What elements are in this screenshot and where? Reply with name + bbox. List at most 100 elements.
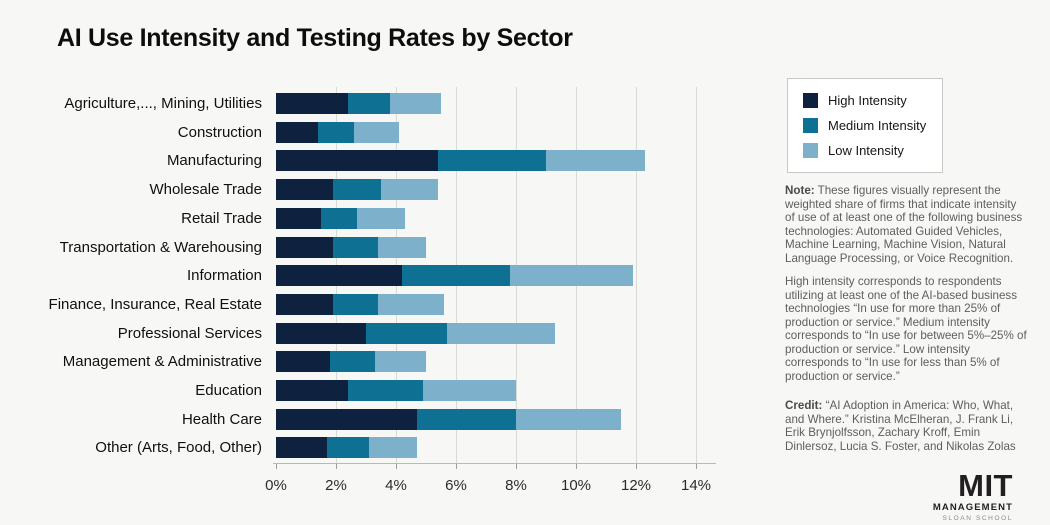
bar-segment-medium xyxy=(348,380,423,401)
bar-segment-high xyxy=(276,150,438,172)
bar-row xyxy=(276,293,444,315)
bar-segment-medium xyxy=(417,408,516,430)
credit-paragraph: Credit: “AI Adoption in America: Who, Wh… xyxy=(785,399,1016,453)
bar-row xyxy=(276,408,621,430)
note-paragraph-2: High intensity corresponds to respondent… xyxy=(785,275,1027,383)
bar-row xyxy=(276,179,438,201)
bar-segment-low xyxy=(375,351,426,373)
bar-row xyxy=(276,351,426,373)
category-label: Transportation & Warehousing xyxy=(59,238,262,256)
bar-segment-low xyxy=(378,293,444,315)
category-label: Information xyxy=(186,267,262,285)
bar-segment-high xyxy=(276,207,321,229)
legend-item: High Intensity xyxy=(803,93,932,108)
bar-segment-medium xyxy=(333,293,378,315)
bar-row xyxy=(276,236,426,258)
x-tick-label: 10% xyxy=(560,477,592,494)
x-tick-label: 12% xyxy=(620,477,652,494)
gridline xyxy=(636,87,637,463)
x-axis-tick xyxy=(396,464,397,469)
category-label: Manufacturing xyxy=(166,152,262,170)
legend-item-label: High Intensity xyxy=(828,93,907,108)
bar-segment-medium xyxy=(402,265,510,287)
bar-row xyxy=(276,150,645,172)
bar-segment-medium xyxy=(333,236,378,258)
bar-segment-low xyxy=(354,121,399,143)
credit-label: Credit: xyxy=(785,399,823,412)
logo-sloan-school-text: SLOAN SCHOOL xyxy=(942,514,1013,522)
bar-segment-high xyxy=(276,265,402,287)
gridline xyxy=(696,87,697,463)
x-axis-tick xyxy=(636,464,637,469)
x-axis: 0% 2% 4% 6% 8% 10% 12% 14% xyxy=(265,463,716,503)
bar-segment-medium xyxy=(327,437,369,459)
category-label: Finance, Insurance, Real Estate xyxy=(48,295,262,313)
category-label: Retail Trade xyxy=(181,209,262,227)
x-tick-label: 0% xyxy=(265,477,287,494)
legend-item: Medium Intensity xyxy=(803,118,932,133)
bar-segment-low xyxy=(546,150,645,172)
legend-swatch xyxy=(803,143,818,158)
x-axis-tick xyxy=(456,464,457,469)
bar-segment-low xyxy=(447,322,555,344)
category-label: Professional Services xyxy=(117,324,262,342)
bar-segment-low xyxy=(390,93,441,114)
bar-segment-high xyxy=(276,351,330,373)
x-axis-line xyxy=(273,463,716,464)
bar-segment-medium xyxy=(438,150,546,172)
bar-row xyxy=(276,265,633,287)
legend-items: High Intensity Medium Intensity Low Intens… xyxy=(803,93,932,158)
bar-segment-high xyxy=(276,179,333,201)
bar-segment-medium xyxy=(321,207,357,229)
bar-segment-medium xyxy=(333,179,381,201)
bar-segment-low xyxy=(357,207,405,229)
category-label: Other (Arts, Food, Other) xyxy=(95,439,262,457)
note-paragraph-1: Note: These figures visually represent t… xyxy=(785,184,1023,265)
bar-segment-high xyxy=(276,93,348,114)
logo-management-text: MANAGEMENT xyxy=(932,502,1013,513)
bar-segment-medium xyxy=(366,322,447,344)
bar-segment-low xyxy=(381,179,438,201)
bar-segment-low xyxy=(516,408,621,430)
bar-segment-low xyxy=(369,437,417,459)
legend: High Intensity Medium Intensity Low Intens… xyxy=(787,78,943,173)
x-axis-tick xyxy=(276,464,277,469)
x-axis-tick xyxy=(576,464,577,469)
category-label: Construction xyxy=(177,123,262,141)
bar-segment-high xyxy=(276,408,417,430)
x-axis-tick xyxy=(336,464,337,469)
legend-swatch xyxy=(803,118,818,133)
legend-item: Low Intensity xyxy=(803,143,932,158)
legend-swatch xyxy=(803,93,818,108)
notes-panel: Note: These figures visually represent t… xyxy=(785,184,1027,463)
bar-segment-high xyxy=(276,121,318,143)
logo-mit-wordmark: MIT xyxy=(958,468,1013,503)
legend-item-label: Low Intensity xyxy=(828,143,904,158)
bar-segment-high xyxy=(276,380,348,401)
category-label: Health Care xyxy=(181,410,262,428)
x-tick-label: 14% xyxy=(680,477,712,494)
category-labels: Agriculture,..., Mining, Utilities Constr… xyxy=(30,87,262,463)
category-label: Agriculture,..., Mining, Utilities xyxy=(64,95,262,112)
chart-title: AI Use Intensity and Testing Rates by Se… xyxy=(57,24,573,52)
category-label: Wholesale Trade xyxy=(149,181,262,199)
bar-segment-medium xyxy=(318,121,354,143)
bar-segment-high xyxy=(276,236,333,258)
x-axis-tick xyxy=(516,464,517,469)
bar-row xyxy=(276,322,555,344)
category-label: Education xyxy=(195,382,262,399)
x-axis-tick xyxy=(696,464,697,469)
bar-segment-low xyxy=(378,236,426,258)
bar-segment-medium xyxy=(330,351,375,373)
bar-segment-medium xyxy=(348,93,390,114)
mit-sloan-logo: MIT MANAGEMENT SLOAN SCHOOL xyxy=(933,470,1013,522)
x-tick-label: 6% xyxy=(445,477,467,494)
x-tick-label: 8% xyxy=(505,477,527,494)
bar-segment-high xyxy=(276,437,327,459)
bar-row xyxy=(276,207,405,229)
x-tick-label: 2% xyxy=(325,477,347,494)
bar-segment-low xyxy=(423,380,516,401)
legend-item-label: Medium Intensity xyxy=(828,118,927,133)
bar-row xyxy=(276,121,399,143)
bar-row xyxy=(276,380,516,401)
